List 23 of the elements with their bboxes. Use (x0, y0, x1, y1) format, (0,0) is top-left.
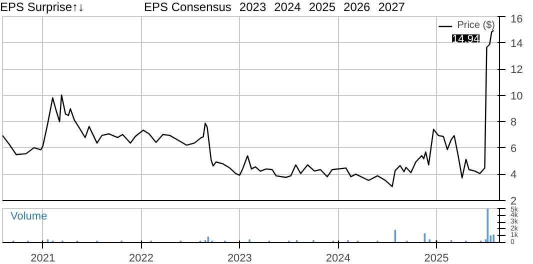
y-tick-label: 16 (510, 14, 523, 26)
text: 2025 (308, 0, 336, 14)
x-tick-label: 2022 (129, 252, 154, 264)
y-tick-label: 2 (510, 196, 517, 208)
y-tick-label: 12 (510, 64, 523, 76)
chart-title: Volume (10, 210, 48, 222)
x-tick-label: 2025 (424, 252, 449, 264)
x-tick-label: 2023 (227, 252, 252, 264)
text: EPS Surprise↑↓ (0, 0, 84, 14)
y-tick-label: 14 (510, 38, 523, 50)
y-tick-label: 8 (510, 116, 517, 129)
x-tick-label: 2021 (30, 252, 56, 264)
text: 2023 (239, 0, 266, 14)
text: 2026 (344, 0, 370, 14)
y-tick-label: 10 (510, 90, 523, 102)
text: EPS Consensus (144, 0, 232, 14)
y-tick-label: 4 (510, 169, 517, 182)
y-tick-label: 6 (510, 142, 517, 155)
text: 2027 (378, 0, 405, 14)
x-tick-label: 2024 (326, 252, 350, 264)
annotation: 14.94 (452, 33, 480, 46)
legend-label: Price ($) (457, 20, 495, 31)
text: 2024 (274, 0, 301, 14)
